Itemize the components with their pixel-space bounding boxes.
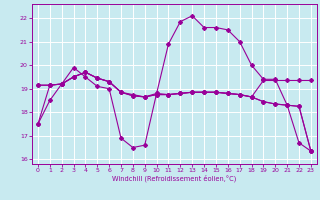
X-axis label: Windchill (Refroidissement éolien,°C): Windchill (Refroidissement éolien,°C): [112, 175, 236, 182]
